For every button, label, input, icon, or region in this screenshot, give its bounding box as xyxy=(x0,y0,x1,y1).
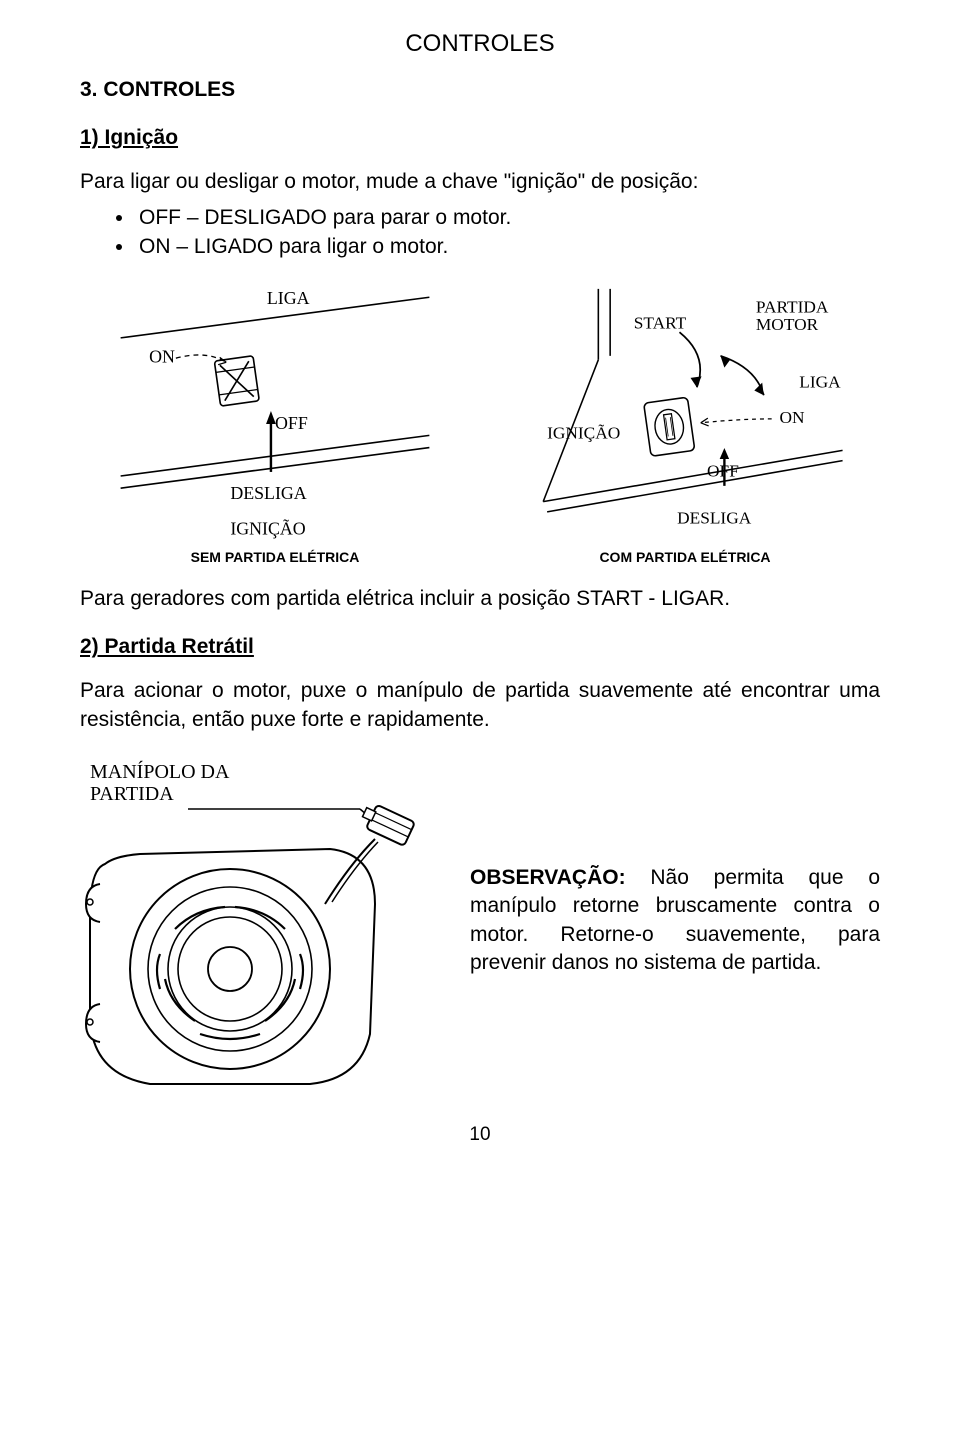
label-on: ON xyxy=(149,346,175,366)
retractile-text: Para acionar o motor, puxe o manípulo de… xyxy=(80,677,880,734)
label-desliga2: DESLIGA xyxy=(677,509,752,528)
bullet-on: ON – LIGADO para ligar o motor. xyxy=(135,233,880,261)
label-liga: LIGA xyxy=(267,288,310,308)
label-ignicao: IGNIÇÃO xyxy=(230,518,305,539)
observation-text: OBSERVAÇÃO: Não permita que o manípulo r… xyxy=(470,754,880,977)
page-number: 10 xyxy=(80,1124,880,1146)
label-motor: MOTOR xyxy=(756,315,819,334)
ignition-heading: 1) Ignição xyxy=(80,126,880,150)
label-partida: PARTIDA xyxy=(756,298,829,317)
caption-left: SEM PARTIDA ELÉTRICA xyxy=(80,549,470,565)
diagram-no-electric-start: LIGA ON OFF DESLIGA IGNIÇÃO xyxy=(80,281,470,541)
label-desliga: DESLIGA xyxy=(230,483,306,503)
bullet-off: OFF – DESLIGADO para parar o motor. xyxy=(135,204,880,232)
caption-right: COM PARTIDA ELÉTRICA xyxy=(490,549,880,565)
ignition-intro: Para ligar ou desligar o motor, mude a c… xyxy=(80,168,880,196)
ignition-diagrams: LIGA ON OFF DESLIGA IGNIÇÃO xyxy=(80,281,880,541)
label-off: OFF xyxy=(275,413,308,433)
observation-block: MANÍPOLO DA PARTIDA xyxy=(80,754,880,1094)
page-header-title: CONTROLES xyxy=(80,30,880,58)
label-manipolo1: MANÍPOLO DA xyxy=(90,760,230,783)
recoil-diagram: MANÍPOLO DA PARTIDA xyxy=(80,754,440,1094)
caption-row: SEM PARTIDA ELÉTRICA COM PARTIDA ELÉTRIC… xyxy=(80,549,880,565)
section-number: 3. CONTROLES xyxy=(80,78,880,102)
ignition-bullets: OFF – DESLIGADO para parar o motor. ON –… xyxy=(135,204,880,261)
label-start: START xyxy=(634,313,687,332)
retractile-heading: 2) Partida Retrátil xyxy=(80,635,880,659)
label-on2: ON xyxy=(780,408,806,427)
generators-text: Para geradores com partida elétrica incl… xyxy=(80,585,880,613)
label-liga2: LIGA xyxy=(799,372,841,391)
diagram-with-electric-start: START PARTIDA MOTOR LIGA ON IGNIÇÃO OFF … xyxy=(490,281,880,541)
label-off2: OFF xyxy=(707,461,739,480)
label-ignicao2: IGNIÇÃO xyxy=(547,424,620,443)
label-manipolo2: PARTIDA xyxy=(90,783,174,805)
observation-label: OBSERVAÇÃO: xyxy=(470,866,626,889)
